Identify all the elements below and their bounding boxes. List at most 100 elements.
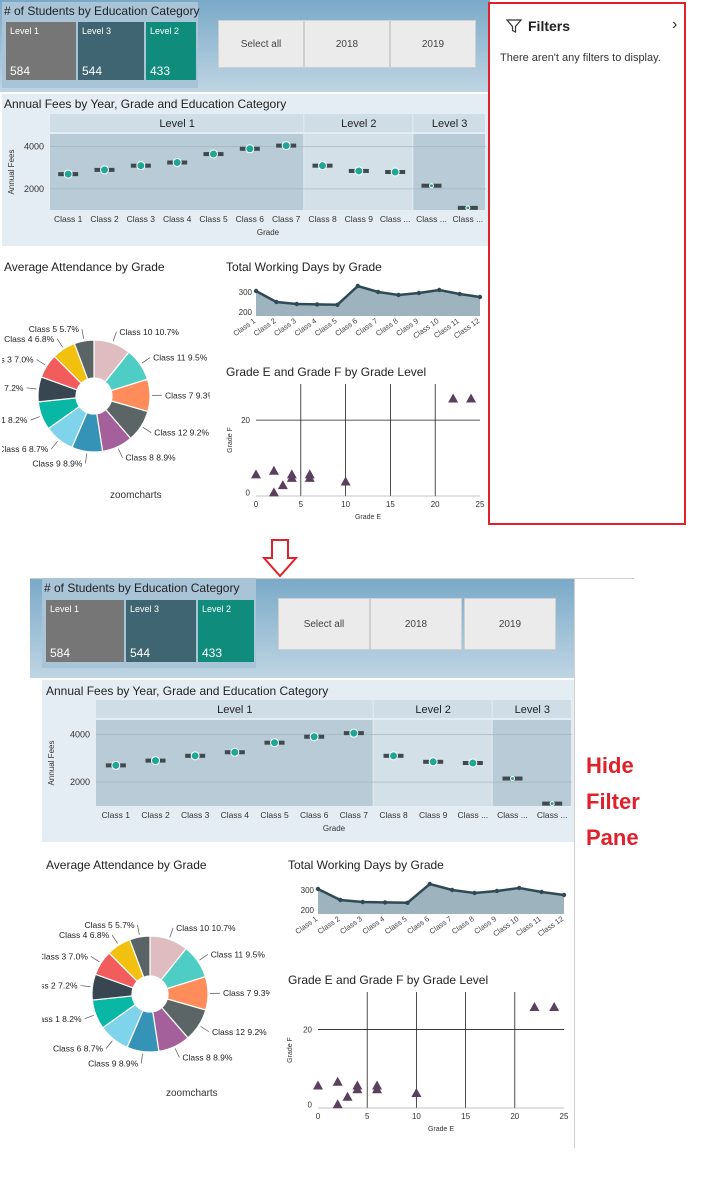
pie-leader-line: [200, 1026, 210, 1033]
tile-level-1[interactable]: Level 1 584: [46, 600, 124, 662]
x-tick-label: Class 9: [345, 214, 374, 224]
tile-level-2[interactable]: Level 2 433: [198, 600, 254, 662]
tile-label: Level 2: [150, 26, 180, 36]
data-point: [274, 299, 279, 305]
grade-point: [268, 465, 279, 475]
collapse-pane-icon[interactable]: ›: [672, 16, 678, 33]
grade-point: [448, 393, 459, 403]
data-point: [517, 885, 522, 891]
x-tick-label: Class 1: [102, 810, 131, 820]
x-tick-label: Class 3: [127, 214, 156, 224]
x-tick-label: Class 6: [333, 316, 359, 338]
x-tick-label: 25: [476, 500, 485, 509]
grade-point: [332, 1076, 343, 1086]
pie-leader-line: [36, 359, 46, 366]
caption-line: Hide: [586, 753, 634, 778]
grade-point: [342, 1091, 353, 1101]
data-point: [396, 292, 401, 298]
y-tick-label: 2000: [24, 184, 44, 194]
tile-level-3[interactable]: Level 3 544: [78, 22, 144, 80]
pie-leader-line: [105, 1040, 113, 1049]
slicer-2018[interactable]: 2018: [304, 20, 390, 68]
data-point: [382, 900, 388, 905]
pie-leader-line: [112, 331, 117, 342]
y-tick-label: 0: [246, 488, 251, 497]
grade-point: [313, 1080, 323, 1090]
group-plot-area: [96, 720, 373, 806]
slicer-2019[interactable]: 2019: [390, 20, 476, 68]
slicer-2019[interactable]: 2019: [464, 598, 556, 650]
fee-point: [111, 760, 121, 770]
x-tick-label: Class 3: [181, 810, 210, 820]
x-tick-label: 15: [461, 1112, 470, 1121]
filter-icon: [506, 19, 522, 33]
working-days-title: Total Working Days by Grade: [226, 260, 382, 274]
grade-point: [251, 469, 261, 479]
group-plot-area: [492, 720, 571, 806]
y-tick-label: 300: [239, 288, 253, 297]
group-header: [373, 700, 492, 718]
pie-label: Class 7 9.3%: [223, 988, 270, 998]
pie-label: Class 2 7.2%: [42, 981, 78, 991]
working-days-title: Total Working Days by Grade: [288, 858, 444, 872]
pie-label: Class 8 8.9%: [126, 453, 177, 463]
fee-point: [428, 757, 438, 767]
x-tick-label: Class 6: [300, 810, 329, 820]
x-axis-label: Grade E: [428, 1126, 454, 1133]
x-tick-label: Class 5: [313, 316, 339, 338]
fee-point: [318, 161, 327, 171]
pie-leader-line: [84, 1014, 95, 1020]
tile-value: 433: [202, 646, 223, 660]
zoomcharts-logo: zoomcharts: [166, 1088, 218, 1099]
pie-leader-line: [118, 448, 123, 458]
filter-pane[interactable]: Filters › There aren't any filters to di…: [488, 2, 686, 525]
fee-point: [354, 166, 364, 176]
slicer-select-all[interactable]: Select all: [278, 598, 370, 650]
grade-point: [304, 472, 315, 482]
pie-label: Class 12 9.2%: [154, 428, 209, 438]
fee-point: [465, 205, 471, 211]
tile-value: 584: [10, 64, 31, 78]
pie-label: Class 4 6.8%: [4, 334, 55, 344]
group-label: Level 1: [217, 704, 252, 716]
working-days-card: Total Working Days by Grade 300 200 Class …: [222, 256, 488, 356]
tile-level-3[interactable]: Level 3 544: [126, 600, 196, 662]
kpi-title: # of Students by Education Category: [4, 4, 200, 18]
x-tick-label: 10: [341, 500, 350, 509]
x-tick-label: 5: [299, 500, 304, 509]
pie-leader-line: [90, 956, 100, 963]
x-tick-label: Class 7: [428, 914, 454, 936]
attendance-card: Average Attendance by Grade Class 10 10.…: [2, 256, 210, 526]
pie-leader-line: [142, 426, 152, 433]
group-header: [413, 114, 485, 132]
x-tick-label: 20: [510, 1112, 519, 1121]
pie-label: Class 5 5.7%: [29, 324, 80, 334]
tile-level-2[interactable]: Level 2 433: [146, 22, 196, 80]
zoomcharts-logo: zoomcharts: [110, 490, 162, 501]
grade-point: [352, 1084, 363, 1094]
attendance-title: Average Attendance by Grade: [46, 858, 207, 872]
slicer-2018[interactable]: 2018: [370, 598, 462, 650]
pie-leader-line: [140, 1053, 143, 1064]
kpi-card: # of Students by Education Category Leve…: [42, 578, 256, 668]
working-days-card: Total Working Days by Grade 300 200 Class …: [282, 854, 572, 958]
pie-leader-line: [30, 416, 40, 421]
x-tick-label: Class ...: [380, 214, 411, 224]
pie-label: Class 11 9.5%: [153, 353, 208, 363]
group-label: Level 1: [159, 118, 194, 130]
pie-leader-line: [169, 927, 174, 938]
fee-point: [309, 732, 319, 742]
grades-card: Grade E and Grade F by Grade Level 0 5 10 1…: [222, 362, 488, 526]
fee-point: [349, 728, 359, 738]
attendance-card: Average Attendance by Grade Class 10 10.…: [42, 854, 270, 1132]
data-point: [338, 897, 343, 903]
x-tick-label: Class 6: [236, 214, 265, 224]
kpi-card: # of Students by Education Category Leve…: [2, 2, 200, 88]
tile-level-1[interactable]: Level 1 584: [6, 22, 76, 80]
slicer-select-all[interactable]: Select all: [218, 20, 304, 68]
y-tick-label: 300: [301, 886, 315, 895]
tile-label: Level 1: [50, 604, 80, 614]
y-tick-label: 0: [308, 1100, 313, 1109]
pie-leader-line: [56, 338, 63, 348]
x-tick-label: Class 12: [536, 914, 565, 938]
